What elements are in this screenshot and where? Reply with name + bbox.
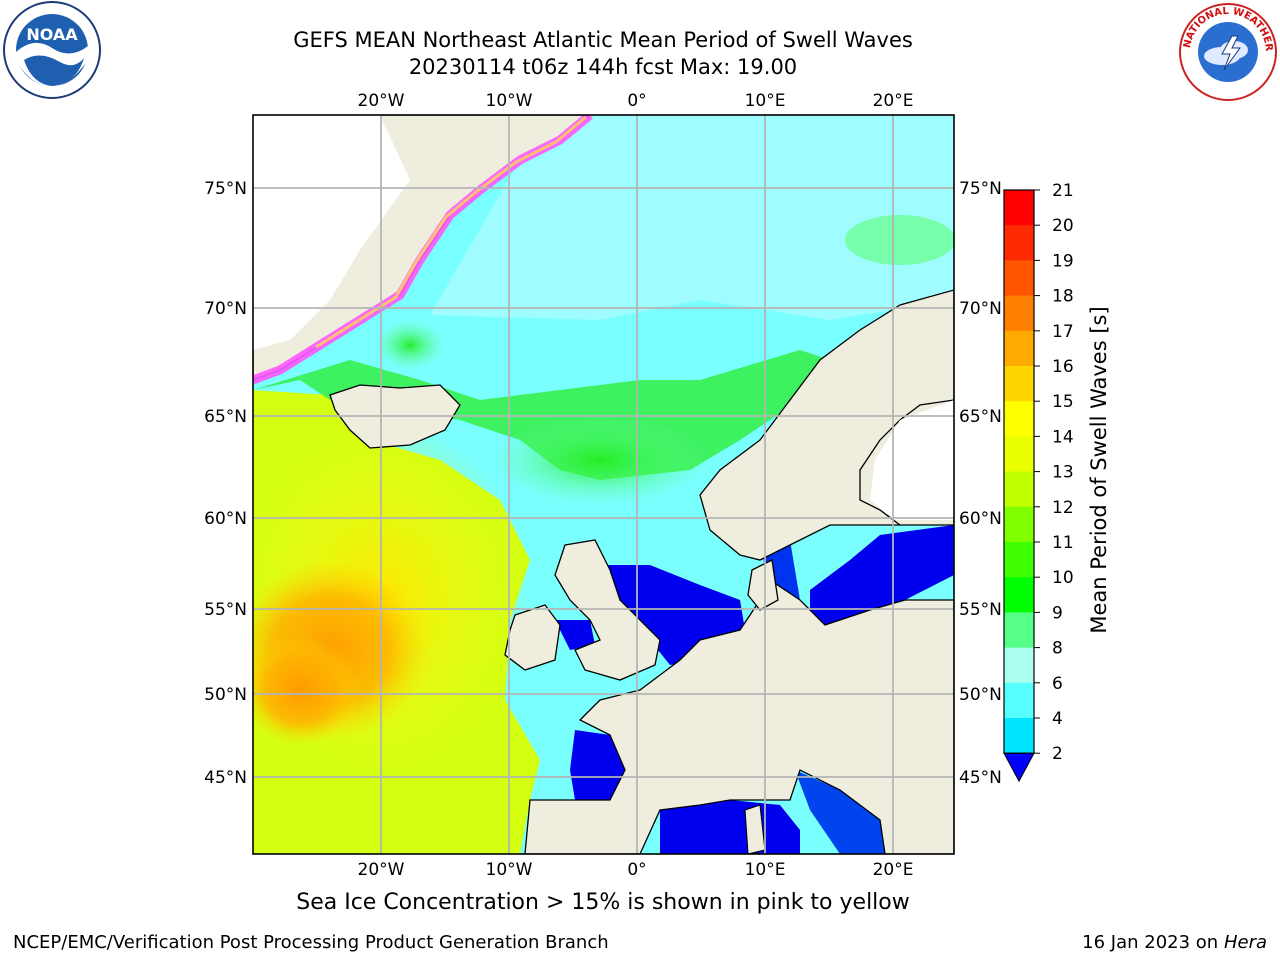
colorbar-tick-label: 10 bbox=[1052, 568, 1074, 588]
footer-date-text: 16 Jan 2023 on bbox=[1082, 932, 1224, 953]
map-title: GEFS MEAN Northeast Atlantic Mean Period… bbox=[293, 28, 913, 52]
map-plot-area bbox=[253, 115, 954, 854]
colorbar-tick-label: 15 bbox=[1052, 392, 1074, 412]
lon-label-bottom: 20°E bbox=[873, 860, 914, 880]
colorbar-label: Mean Period of Swell Waves [s] bbox=[1087, 306, 1111, 633]
colorbar-tick-label: 11 bbox=[1052, 533, 1074, 553]
colorbar-segment bbox=[1004, 506, 1034, 543]
colorbar-tick-label: 8 bbox=[1052, 639, 1063, 659]
colorbar-segment bbox=[1004, 612, 1034, 649]
lon-label-top: 20°E bbox=[873, 91, 914, 111]
colorbar-segment bbox=[1004, 295, 1034, 332]
colorbar-segment bbox=[1004, 190, 1034, 226]
colorbar-segment bbox=[1004, 471, 1034, 508]
noaa-logo: NOAA bbox=[3, 1, 101, 99]
map-subtitle: 20230114 t06z 144h fcst Max: 19.00 bbox=[408, 55, 798, 79]
footer-credit: NCEP/EMC/Verification Post Processing Pr… bbox=[13, 932, 609, 953]
swell-green-patch-ne bbox=[845, 215, 954, 265]
colorbar-tick-label: 18 bbox=[1052, 287, 1074, 307]
colorbar-segment bbox=[1004, 647, 1034, 684]
swell-green-core bbox=[490, 415, 710, 505]
lat-label-right: 50°N bbox=[959, 685, 1002, 705]
colorbar-segment bbox=[1004, 260, 1034, 297]
colorbar-segment bbox=[1004, 682, 1034, 719]
lat-label-left: 75°N bbox=[204, 179, 247, 199]
swell-blue-adriatic bbox=[795, 770, 885, 854]
colorbar-tick-label: 20 bbox=[1052, 216, 1074, 236]
colorbar-tick-label: 13 bbox=[1052, 463, 1074, 483]
colorbar-tick-label: 4 bbox=[1052, 709, 1063, 729]
land-continental-europe bbox=[524, 579, 954, 854]
lat-label-right: 65°N bbox=[959, 407, 1002, 427]
colorbar-segment bbox=[1004, 225, 1034, 261]
land-denmark bbox=[747, 559, 779, 611]
footer-host: Hera bbox=[1223, 932, 1267, 953]
ocean-north-swell bbox=[430, 115, 954, 320]
land-gulf-bothnia-ice bbox=[870, 400, 954, 520]
lat-label-left: 45°N bbox=[204, 768, 247, 788]
lon-label-bottom: 20°W bbox=[358, 860, 405, 880]
colorbar-segment bbox=[1004, 366, 1034, 402]
swell-green-patch-west bbox=[375, 320, 445, 370]
colorbar-tick-label: 6 bbox=[1052, 674, 1063, 694]
swell-blue-baltic bbox=[810, 525, 954, 625]
lat-label-right: 55°N bbox=[959, 600, 1002, 620]
noaa-logo-text: NOAA bbox=[26, 25, 78, 44]
swell-blue-irish-sea bbox=[555, 620, 595, 650]
land-great-britain bbox=[554, 539, 661, 681]
swell-blue-biscay bbox=[570, 730, 625, 800]
lon-label-bottom: 10°W bbox=[486, 860, 533, 880]
lon-label-top: 10°W bbox=[486, 91, 533, 111]
lat-label-left: 60°N bbox=[204, 509, 247, 529]
nws-logo: NATIONAL WEATHER SERVICE bbox=[1176, 0, 1277, 101]
swell-blue-mediterranean bbox=[660, 800, 800, 854]
lon-label-top: 10°E bbox=[745, 91, 786, 111]
sea-ice-edge-inner bbox=[315, 115, 587, 349]
lon-label-top: 20°W bbox=[358, 91, 405, 111]
colorbar-segment bbox=[1004, 542, 1034, 578]
swell-orange-max bbox=[253, 635, 360, 745]
lat-label-right: 70°N bbox=[959, 299, 1002, 319]
land-greenland-ice bbox=[253, 115, 410, 350]
lat-label-left: 65°N bbox=[204, 407, 247, 427]
colorbar-tick-label: 21 bbox=[1052, 181, 1074, 201]
colorbar-tick-label: 19 bbox=[1052, 251, 1074, 271]
colorbar-segment bbox=[1004, 436, 1034, 473]
colorbar-tick-label: 17 bbox=[1052, 322, 1074, 342]
colorbar-segment bbox=[1004, 330, 1034, 367]
colorbar-tick-label: 12 bbox=[1052, 498, 1074, 518]
lon-label-bottom: 0° bbox=[627, 860, 646, 880]
lat-label-right: 45°N bbox=[959, 768, 1002, 788]
colorbar-tick-label: 9 bbox=[1052, 603, 1063, 623]
colorbar-segment bbox=[1004, 401, 1034, 437]
colorbar: 21 20 19 18 17 16 15 14 13 12 11 10 9 8 6 4 2 bbox=[1003, 181, 1074, 783]
colorbar-segment bbox=[1004, 577, 1034, 613]
swell-blue-kattegat bbox=[760, 540, 800, 610]
colorbar-extend-arrow bbox=[1003, 752, 1035, 783]
colorbar-tick-label: 16 bbox=[1052, 357, 1074, 377]
colorbar-tick-label: 14 bbox=[1052, 427, 1074, 447]
sea-ice-note: Sea Ice Concentration > 15% is shown in … bbox=[296, 890, 910, 915]
lat-label-left: 70°N bbox=[204, 299, 247, 319]
lon-label-top: 0° bbox=[627, 91, 646, 111]
lon-label-bottom: 10°E bbox=[745, 860, 786, 880]
lat-label-right: 75°N bbox=[959, 179, 1002, 199]
footer-date: 16 Jan 2023 on Hera bbox=[1082, 932, 1267, 953]
lat-label-left: 50°N bbox=[204, 685, 247, 705]
map-frame bbox=[252, 114, 955, 855]
lat-label-right: 60°N bbox=[959, 509, 1002, 529]
colorbar-segment bbox=[1004, 718, 1034, 754]
colorbar-tick-label: 2 bbox=[1052, 744, 1063, 764]
lat-label-left: 55°N bbox=[204, 600, 247, 620]
map-graticule bbox=[253, 115, 954, 854]
